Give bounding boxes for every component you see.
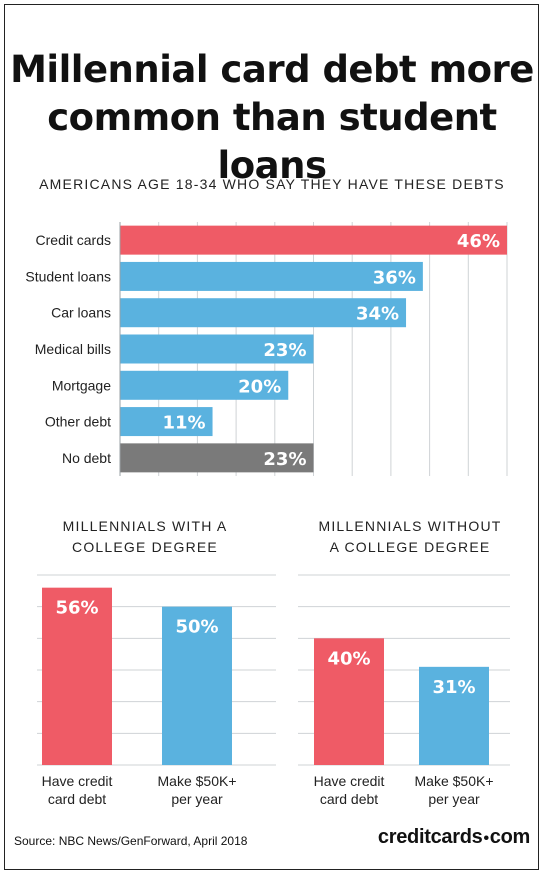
main-chart-category-label: Student loans [25, 268, 111, 284]
main-chart-value-label: 36% [373, 267, 416, 288]
panel-college-category-label: per year [171, 791, 223, 807]
panel-no-college-value-label: 31% [432, 677, 475, 698]
brand-logo: creditcards•com [378, 826, 530, 849]
main-chart-value-label: 34% [356, 304, 399, 325]
panel-college-category-label: Make $50K+ [158, 773, 237, 789]
main-chart-category-label: Medical bills [35, 341, 111, 357]
logo-text-right: com [489, 826, 531, 848]
panel-no-college-bar [419, 666, 489, 765]
panel-no-college-title: MILLENNIALS WITHOUT A COLLEGE DEGREE [290, 516, 530, 558]
main-chart-value-label: 11% [162, 413, 205, 434]
main-chart-category-label: Other debt [45, 414, 111, 430]
main-chart-category-label: No debt [62, 450, 111, 466]
title-line-2: common than student loans [47, 96, 497, 187]
panel-college-title-line1: MILLENNIALS WITH A [62, 518, 228, 534]
main-chart-category-label: Credit cards [36, 232, 111, 248]
main-chart-bar [120, 298, 407, 328]
main-chart-title: AMERICANS AGE 18-34 WHO SAY THEY HAVE TH… [39, 176, 505, 192]
chart-title: Millennial card debt more common than st… [0, 46, 544, 190]
panel-no-college-bar [314, 638, 384, 765]
main-chart-bar [120, 443, 314, 473]
main-chart-value-label: 20% [238, 376, 281, 397]
main-chart-value-label: 23% [263, 340, 306, 361]
panel-no-college-title-line1: MILLENNIALS WITHOUT [318, 518, 502, 534]
source-note: Source: NBC News/GenForward, April 2018 [14, 834, 248, 848]
panel-no-college-title-line2: A COLLEGE DEGREE [329, 539, 491, 555]
panel-no-college-value-label: 40% [327, 648, 370, 669]
title-line-1: Millennial card debt more [10, 48, 534, 91]
main-chart-bar [120, 334, 314, 364]
main-chart-value-label: 23% [263, 449, 306, 470]
panel-college-bar [42, 587, 112, 765]
panel-college-category-label: card debt [48, 791, 106, 807]
panel-college-category-label: Have credit [42, 773, 113, 789]
panel-college-bar [162, 606, 232, 765]
main-chart-bar [120, 225, 507, 255]
logo-dot: • [483, 830, 489, 847]
panel-no-college-category-label: per year [428, 791, 480, 807]
panel-college-title-line2: COLLEGE DEGREE [72, 539, 218, 555]
panel-college-value-label: 56% [55, 598, 98, 619]
frame-border [4, 4, 539, 870]
main-chart-bar [120, 407, 213, 437]
main-chart-value-label: 46% [457, 231, 500, 252]
main-chart-category-label: Mortgage [52, 377, 111, 393]
main-chart-category-label: Car loans [51, 305, 111, 321]
logo-text-left: creditcards [377, 826, 483, 848]
main-chart-bar [120, 261, 423, 291]
panel-no-college-category-label: Have credit [314, 773, 385, 789]
panel-no-college-category-label: card debt [320, 791, 378, 807]
panel-no-college-category-label: Make $50K+ [415, 773, 494, 789]
panel-college-value-label: 50% [175, 617, 218, 638]
main-chart-bar [120, 370, 289, 400]
panel-college-title: MILLENNIALS WITH A COLLEGE DEGREE [20, 516, 270, 558]
